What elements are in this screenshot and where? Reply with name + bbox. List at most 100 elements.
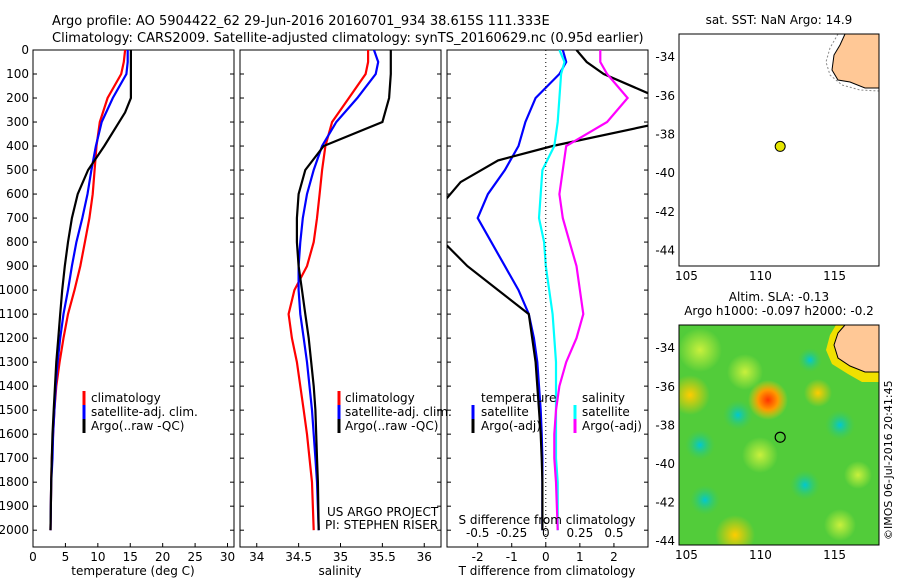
x-tick-label: 10 [90,550,105,564]
sla-map-title: Altim. SLA: -0.13 [729,290,829,304]
map-x-tick-label: 105 [675,548,698,562]
map-y-tick-label: -34 [655,50,675,64]
sla-blob [844,461,872,489]
difference-toplabel: S difference from climatology [459,513,636,527]
x-tick-label: 5 [62,550,70,564]
map-y-tick-label: -44 [655,534,675,548]
series-line [287,50,370,531]
x-tick-label: -2 [472,550,484,564]
map-x-tick-label: 105 [675,269,698,283]
header-line2: Climatology: CARS2009. Satellite-adjuste… [52,31,644,46]
legend-label-argo: Argo(..raw -QC) [91,419,184,433]
y-tick-label: 1700 [0,451,29,465]
sla-blob [748,380,788,420]
top-tick-label: 0 [542,526,550,540]
map-x-tick-label: 110 [749,548,772,562]
map-y-tick-label: -36 [655,89,675,103]
map-y-tick-label: -42 [655,496,675,510]
salinity-xlabel: salinity [318,564,361,578]
difference-legend: temperature salinity satellite Argo(-adj… [471,391,642,433]
map-y-tick-label: -38 [655,128,675,142]
y-tick-label: 600 [6,187,29,201]
y-tick-label: 1600 [0,427,29,441]
sla-blob [798,348,822,372]
legend-label-climatology: climatology [91,391,161,405]
header-line1: Argo profile: AO 5904422_62 29-Jun-2016 … [52,14,550,29]
sla-blob [804,379,832,407]
sla-blob [690,485,720,515]
x-tick-label: 35 [333,550,348,564]
legend-title-temperature: temperature [481,391,556,405]
series-line [295,50,392,531]
y-tick-label: 400 [6,139,29,153]
sla-blob [715,515,755,545]
legend-label-s-satellite: satellite [582,405,630,419]
map-x-tick-label: 115 [823,548,846,562]
sla-blob [723,400,753,430]
map-x-tick-label: 115 [823,269,846,283]
x-tick-label: 20 [155,550,170,564]
y-tick-label: 1400 [0,379,29,393]
imos-stamp: ©IMOS 06-Jul-2016 20:41:45 [882,380,895,540]
y-tick-label: 1300 [0,355,29,369]
map-y-tick-label: -34 [655,341,675,355]
y-tick-label: 1200 [0,331,29,345]
sla-blob [824,509,856,541]
y-tick-label: 700 [6,211,29,225]
sla-blob [727,354,763,390]
y-tick-label: 1100 [0,307,29,321]
x-tick-label: 2 [610,550,618,564]
x-tick-label: 1 [576,550,584,564]
x-tick-label: -1 [506,550,518,564]
y-tick-label: 1800 [0,475,29,489]
x-tick-label: 36 [417,550,432,564]
sst-map-content [679,34,879,266]
map-y-tick-label: -42 [655,205,675,219]
y-tick-label: 300 [6,115,29,129]
y-tick-label: 1000 [0,283,29,297]
sst-map-frame [678,33,880,267]
x-tick-label: 0 [29,550,37,564]
coastline-contour [825,34,879,92]
salinity-legend: climatology satellite-adj. clim. Argo(..… [325,391,452,532]
argo-float-marker [774,140,786,152]
salinity-series [287,50,392,531]
argo-float-marker [774,431,786,443]
legend-label-argo: Argo(..raw -QC) [345,419,438,433]
x-tick-label: 15 [123,550,138,564]
y-tick-label: 500 [6,163,29,177]
top-tick-label: -0.25 [496,526,527,540]
legend-label-satellite: satellite-adj. clim. [345,405,452,419]
top-tick-label: -0.5 [466,526,489,540]
series-line [553,50,630,531]
y-tick-label: 1500 [0,403,29,417]
sst-map-title: sat. SST: NaN Argo: 14.9 [706,13,853,27]
x-tick-label: 30 [220,550,235,564]
series-line [49,50,132,531]
map-y-tick-label: -36 [655,380,675,394]
land-australia [831,34,879,89]
sla-blob [790,470,820,500]
difference-xlabel: T difference from climatology [458,564,636,578]
sla-map-frame [678,324,880,546]
y-tick-label: 1900 [0,499,29,513]
x-tick-label: 35.5 [369,550,396,564]
map-y-tick-label: -44 [655,244,675,258]
y-tick-label: 800 [6,235,29,249]
series-line [447,50,648,531]
y-tick-label: 200 [6,91,29,105]
temperature-legend: climatology satellite-adj. clim. Argo(..… [82,391,198,433]
land-australia [833,325,879,373]
salinity-panel [239,49,442,548]
y-tick-label: 100 [6,67,29,81]
temperature-series [49,50,132,531]
sla-map-content [679,325,879,545]
top-tick-label: 0.25 [567,526,594,540]
legend-label-t-argo: Argo(-adj) [481,419,541,433]
axis-ticks: 0 5 10 15 20 25 300100200300400500600700800900… [0,43,846,564]
legend-label-s-argo: Argo(-adj) [582,419,642,433]
sla-map-subtitle: Argo h1000: -0.097 h2000: -0.2 [684,304,874,318]
map-y-tick-label: -38 [655,418,675,432]
map-y-tick-label: -40 [655,166,675,180]
